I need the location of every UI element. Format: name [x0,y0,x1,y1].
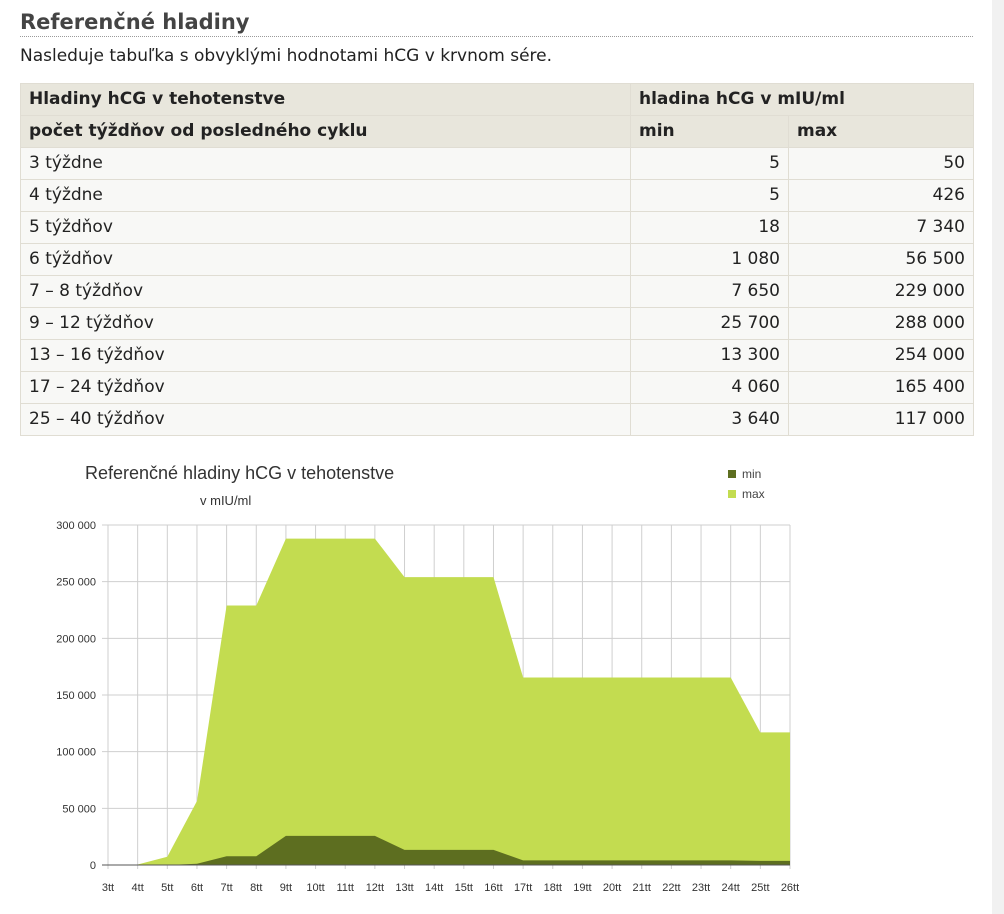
x-tick-label: 25tt [751,882,769,894]
table-row: 9 – 12 týždňov 25 700 288 000 [20,307,974,340]
x-tick-label: 15tt [455,882,473,894]
x-axis: 3tt 4tt 5tt 6tt 7tt 8tt 9tt 10tt 11tt 12tt 13tt 14t… [102,864,799,894]
row-max: 165 400 [788,371,974,404]
chart-areas [108,538,790,865]
row-weeks: 6 týždňov [20,243,631,276]
row-min: 5 [630,147,789,180]
x-tick-label: 17tt [514,882,532,894]
x-tick-label: 9tt [280,882,292,894]
x-tick-label: 4tt [132,882,144,894]
x-tick-label: 3tt [102,882,114,894]
row-max: 426 [788,179,974,212]
y-tick-label: 250 000 [56,577,96,589]
table-row: 17 – 24 týždňov 4 060 165 400 [20,371,974,404]
area-series-max [108,538,790,865]
legend-label-max: max [742,487,765,501]
y-tick-label: 150 000 [56,690,96,702]
header-weeks: počet týždňov od posledného cyklu [20,115,631,148]
chart-subtitle: v mIU/ml [200,493,251,508]
y-tick-label: 300 000 [56,520,96,532]
row-min: 1 080 [630,243,789,276]
row-weeks: 25 – 40 týždňov [20,403,631,436]
x-tick-label: 26tt [781,882,799,894]
header-min: min [630,115,789,148]
legend-label-min: min [742,467,761,481]
y-tick-label: 200 000 [56,633,96,645]
x-tick-label: 23tt [692,882,710,894]
hcg-table: Hladiny hCG v tehotenstve hladina hCG v … [20,83,974,436]
x-tick-label: 14tt [425,882,443,894]
article-content: Referenčné hladiny Nasleduje tabuľka s o… [20,0,974,436]
x-tick-label: 22tt [662,882,680,894]
x-tick-label: 24tt [722,882,740,894]
row-min: 7 650 [630,275,789,308]
row-weeks: 13 – 16 týždňov [20,339,631,372]
row-weeks: 5 týždňov [20,211,631,244]
y-axis: 0 50 000 100 000 150 000 200 000 250 000 300 0… [56,520,96,872]
x-tick-label: 13tt [395,882,413,894]
row-min: 18 [630,211,789,244]
x-tick-label: 21tt [633,882,651,894]
table-row: 3 týždne 5 50 [20,147,974,180]
row-weeks: 4 týždne [20,179,631,212]
scrollbar-track[interactable] [992,0,1004,914]
legend-swatch-max [728,490,736,498]
x-tick-label: 10tt [306,882,324,894]
x-tick-label: 12tt [366,882,384,894]
table-header-row-1: Hladiny hCG v tehotenstve hladina hCG v … [20,83,974,116]
chart-title: Referenčné hladiny hCG v tehotenstve [85,463,394,483]
table-row: 13 – 16 týždňov 13 300 254 000 [20,339,974,372]
header-levels: Hladiny hCG v tehotenstve [20,83,631,116]
row-max: 254 000 [788,339,974,372]
area-series-min [108,835,790,865]
row-weeks: 7 – 8 týždňov [20,275,631,308]
hcg-area-chart: Referenčné hladiny hCG v tehotenstve v m… [56,463,799,894]
y-tick-label: 100 000 [56,747,96,759]
table-header-row-2: počet týždňov od posledného cyklu min ma… [20,115,974,148]
table-row: 7 – 8 týždňov 7 650 229 000 [20,275,974,308]
table-row: 25 – 40 týždňov 3 640 117 000 [20,403,974,436]
table-row: 6 týždňov 1 080 56 500 [20,243,974,276]
row-min: 13 300 [630,339,789,372]
x-tick-label: 7tt [220,882,232,894]
row-min: 4 060 [630,371,789,404]
x-tick-label: 5tt [161,882,173,894]
row-max: 117 000 [788,403,974,436]
row-max: 7 340 [788,211,974,244]
intro-paragraph: Nasleduje tabuľka s obvyklými hodnotami … [20,46,553,66]
row-min: 5 [630,179,789,212]
row-max: 50 [788,147,974,180]
x-tick-label: 11tt [336,882,354,894]
section-heading: Referenčné hladiny [20,0,973,37]
row-weeks: 17 – 24 týždňov [20,371,631,404]
x-tick-label: 19tt [573,882,591,894]
y-tick-label: 0 [90,860,96,872]
table-row: 5 týždňov 18 7 340 [20,211,974,244]
row-weeks: 3 týždne [20,147,631,180]
row-min: 3 640 [630,403,789,436]
table-row: 4 týždne 5 426 [20,179,974,212]
row-max: 288 000 [788,307,974,340]
header-hcg-level: hladina hCG v mIU/ml [630,83,974,116]
row-min: 25 700 [630,307,789,340]
x-tick-label: 16tt [484,882,502,894]
x-tick-label: 18tt [544,882,562,894]
header-max: max [788,115,974,148]
x-tick-label: 20tt [603,882,621,894]
x-tick-label: 8tt [250,882,262,894]
hcg-chart: Referenčné hladiny hCG v tehotenstve v m… [20,452,820,902]
legend-swatch-min [728,470,736,478]
y-tick-label: 50 000 [62,803,96,815]
row-max: 56 500 [788,243,974,276]
row-max: 229 000 [788,275,974,308]
row-weeks: 9 – 12 týždňov [20,307,631,340]
chart-legend: min max [728,467,765,501]
x-tick-label: 6tt [191,882,203,894]
